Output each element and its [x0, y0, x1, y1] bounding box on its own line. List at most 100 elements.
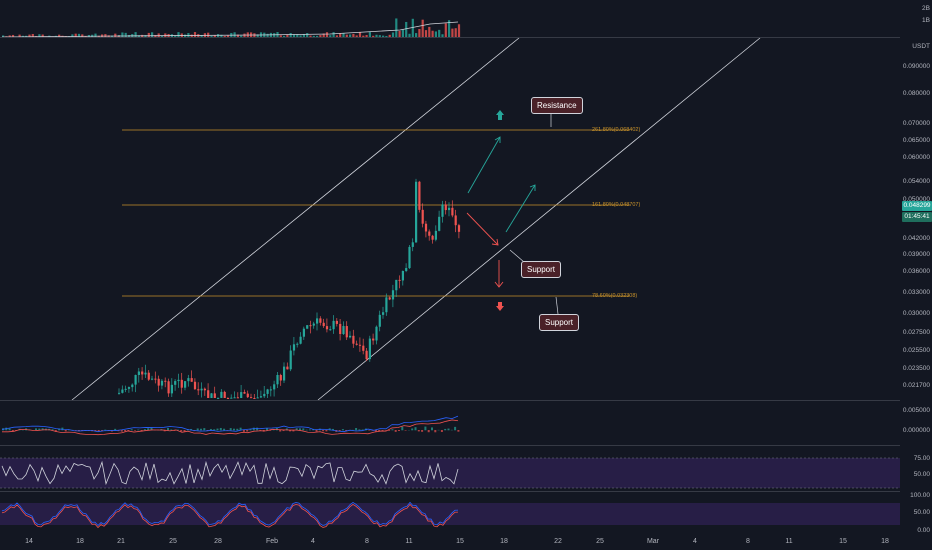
macd-histogram-bar: [388, 430, 391, 431]
macd-histogram-bar: [203, 428, 206, 431]
stoch-d-line: [1, 503, 459, 529]
macd-histogram-bar: [315, 430, 318, 432]
macd-histogram-bar: [285, 428, 288, 431]
price-axis[interactable]: 2B 1B USDT 0.090000 0.080000 0.070000 0.…: [900, 0, 932, 550]
candle-body: [302, 328, 305, 337]
macd-histogram-bar: [150, 427, 153, 431]
candle-body: [398, 279, 401, 281]
volume-bar: [408, 33, 411, 37]
macd-histogram-bar: [299, 428, 301, 431]
candle-body: [332, 320, 335, 330]
marker-arrow-up[interactable]: [496, 110, 504, 120]
macd-indicator: [1, 415, 460, 436]
separator-volume[interactable]: [0, 37, 932, 38]
support-callout-2[interactable]: Support: [539, 314, 580, 331]
date-label: 28: [214, 538, 222, 545]
channel-upper-line[interactable]: [71, 37, 520, 401]
macd-histogram-bar: [130, 429, 133, 431]
volume-bar: [151, 32, 154, 37]
stoch-axis-label: 100.00: [910, 492, 930, 499]
fibonacci-levels[interactable]: [122, 129, 630, 297]
channel-lower-line[interactable]: [317, 37, 761, 401]
separator-stoch[interactable]: [0, 491, 932, 492]
macd-histogram-bar: [97, 430, 100, 432]
volume-bar: [368, 32, 371, 37]
candle-body: [391, 290, 395, 300]
rsi-line: [1, 460, 459, 486]
candle-body: [378, 314, 381, 327]
arrow-down-1[interactable]: [466, 212, 499, 246]
arrow-up-2[interactable]: [505, 184, 536, 233]
price-label: 0.027500: [902, 329, 930, 336]
candle-body: [157, 378, 160, 386]
candle-body: [118, 392, 121, 394]
volume-bar: [424, 30, 428, 37]
separator-rsi[interactable]: [0, 445, 932, 446]
marker-arrow-down[interactable]: [496, 302, 504, 311]
trend-channel[interactable]: [71, 37, 761, 401]
date-axis[interactable]: 14 18 21 25 28 Feb 4 8 11 15 18 22 25 Ma…: [0, 535, 900, 550]
candle-body: [283, 366, 286, 381]
volume-bar: [434, 31, 437, 37]
macd-histogram-bar: [292, 430, 295, 432]
macd-histogram-bar: [457, 430, 460, 432]
candle-body: [454, 215, 457, 226]
candle-body: [431, 235, 434, 240]
volume-bar: [329, 35, 332, 37]
support-callout-1[interactable]: Support: [521, 261, 562, 278]
volume-bar: [438, 29, 441, 37]
macd-histogram-bar: [417, 430, 420, 432]
separator-macd[interactable]: [0, 400, 932, 401]
candle-body: [121, 389, 124, 393]
candle-body: [372, 338, 375, 341]
macd-histogram-bar: [233, 428, 235, 431]
chart-canvas[interactable]: [0, 0, 900, 550]
volume-bar: [58, 34, 61, 37]
candle-body: [240, 392, 243, 398]
macd-histogram-bar: [398, 430, 400, 431]
candle-body: [263, 393, 266, 397]
volume-bar: [21, 35, 24, 37]
volume-bar: [358, 32, 362, 37]
volume-bar: [421, 19, 424, 37]
date-label: 25: [169, 538, 177, 545]
macd-histogram-bar: [143, 429, 146, 431]
volume-bar: [398, 30, 401, 37]
candle-body: [355, 343, 358, 345]
volume-bar: [28, 34, 31, 37]
volume-bar: [388, 34, 391, 37]
resistance-callout[interactable]: Resistance: [531, 97, 583, 114]
macd-histogram-bar: [200, 428, 202, 431]
volume-bar: [134, 32, 137, 37]
date-label: Feb: [265, 538, 279, 545]
candle-body: [306, 325, 309, 329]
volume-bar: [319, 35, 322, 37]
volume-bar: [226, 35, 230, 37]
candle-body: [276, 374, 279, 385]
rsi-axis-label: 50.00: [913, 471, 930, 478]
date-label: 4: [311, 538, 315, 545]
candle-body: [233, 397, 236, 399]
price-label: 0.033000: [902, 289, 930, 296]
macd-histogram-bar: [302, 428, 305, 431]
volume-bar: [121, 32, 124, 37]
volume-bar: [335, 35, 338, 37]
candle-body: [352, 335, 355, 344]
volume-bar: [441, 34, 444, 37]
macd-histogram-bar: [219, 427, 222, 431]
volume-bar: [296, 34, 299, 37]
macd-histogram-bar: [64, 430, 67, 432]
date-label: 18: [881, 538, 889, 545]
macd-histogram-bar: [444, 428, 447, 431]
date-label: 11: [405, 538, 413, 545]
arrow-up-1[interactable]: [467, 136, 501, 194]
candle-body: [385, 297, 388, 313]
volume-bar: [316, 35, 319, 37]
candle-body: [296, 343, 299, 345]
projection-arrows[interactable]: [466, 110, 559, 315]
volume-bar: [41, 34, 44, 37]
macd-histogram-bar: [266, 428, 268, 431]
macd-histogram-bar: [322, 430, 325, 432]
macd-histogram-bar: [440, 430, 443, 433]
volume-ma-line: [1, 21, 459, 38]
